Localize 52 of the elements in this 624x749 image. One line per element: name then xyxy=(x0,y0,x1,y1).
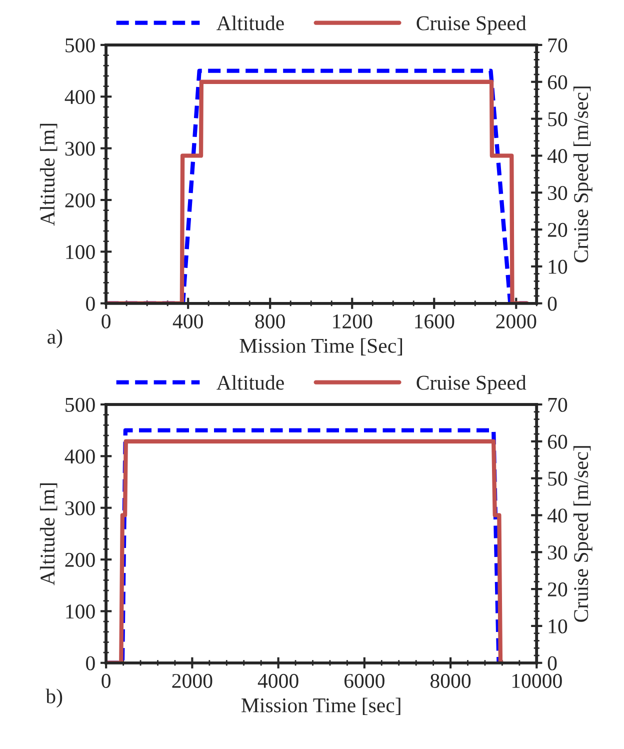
y-axis-title: Altitude [m] xyxy=(40,483,58,586)
y-axis-title: Altitude [m] xyxy=(40,124,58,226)
legend-label: Altitude xyxy=(216,16,284,30)
legend-label: Altitude xyxy=(216,375,284,390)
x-tick-label: 0 xyxy=(102,674,110,688)
y2-tick-label: 20 xyxy=(548,222,568,237)
x-tick-label: 800 xyxy=(255,314,285,328)
y-tick-label: 400 xyxy=(64,90,95,104)
x-tick-label: 0 xyxy=(102,314,110,328)
y2-tick-label: 60 xyxy=(548,75,568,90)
y-tick-label: 500 xyxy=(66,398,95,412)
y2-tick-label: 40 xyxy=(547,508,568,523)
y2-tick-label: 50 xyxy=(548,472,568,486)
x-axis-title: Mission Time [sec] xyxy=(242,698,400,715)
y2-tick-label: 40 xyxy=(547,149,568,164)
y-tick-label: 500 xyxy=(66,38,95,52)
y2-tick-label: 20 xyxy=(548,582,568,596)
x-tick-label: 1200 xyxy=(333,314,372,328)
x-tick-label: 400 xyxy=(172,314,203,328)
y2-tick-label: 0 xyxy=(548,296,557,311)
x-axis-title: Mission Time [Sec] xyxy=(240,338,402,356)
x-tick-label: 2000 xyxy=(172,674,212,688)
y2-tick-label: 70 xyxy=(548,398,568,412)
y2-tick-label: 30 xyxy=(548,186,568,200)
y-tick-label: 300 xyxy=(65,142,95,156)
y2-tick-label: 10 xyxy=(548,619,568,634)
y-tick-label: 0 xyxy=(86,296,95,311)
y-tick-label: 300 xyxy=(65,501,95,516)
y2-tick-label: 0 xyxy=(548,656,557,670)
x-tick-label: 10000 xyxy=(512,674,562,688)
text: b) xyxy=(46,688,62,708)
y-tick-label: 200 xyxy=(65,552,95,567)
y-tick-label: 100 xyxy=(66,245,95,260)
x-tick-label: 4000 xyxy=(258,674,298,688)
legend-label: Cruise Speed xyxy=(416,16,526,35)
y2-axis-title: Cruise Speed [m/sec] xyxy=(573,86,592,262)
y2-tick-label: 10 xyxy=(548,260,568,274)
y2-tick-label: 70 xyxy=(548,38,568,52)
x-tick-label: 6000 xyxy=(344,674,384,688)
y2-tick-label: 60 xyxy=(548,434,568,449)
y-tick-label: 100 xyxy=(66,604,95,619)
x-tick-label: 1600 xyxy=(415,314,454,328)
x-tick-label: 2000 xyxy=(496,314,536,328)
y2-tick-label: 30 xyxy=(548,545,568,560)
y-tick-label: 0 xyxy=(86,656,95,670)
y-tick-label: 200 xyxy=(65,193,95,208)
y-tick-label: 400 xyxy=(64,450,95,464)
text: a) xyxy=(48,329,62,348)
y2-axis-title: Cruise Speed [m/sec] xyxy=(573,446,592,622)
y2-tick-label: 50 xyxy=(548,112,568,126)
legend-label: Cruise Speed xyxy=(416,375,526,394)
x-tick-label: 8000 xyxy=(430,674,471,688)
